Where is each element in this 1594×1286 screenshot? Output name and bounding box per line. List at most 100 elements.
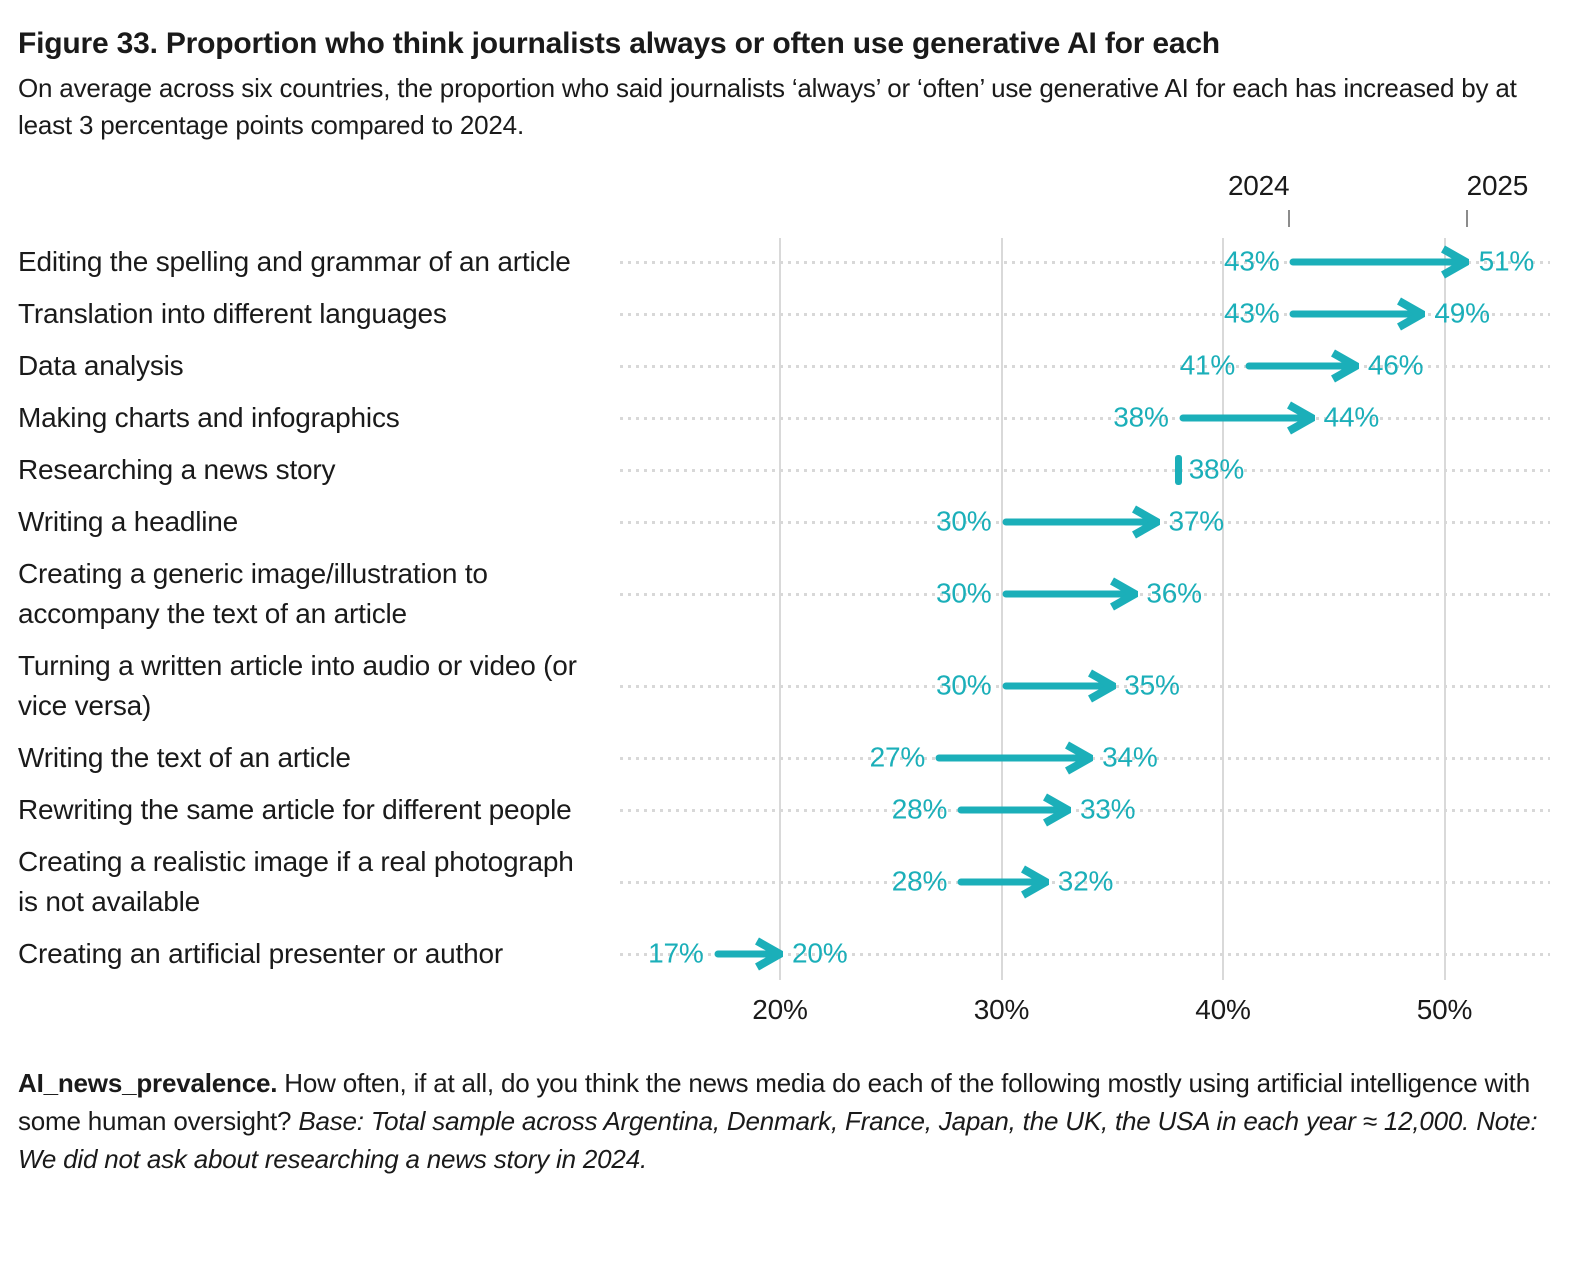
- bar-2025-marker: [1175, 455, 1183, 485]
- value-2025: 32%: [1057, 865, 1114, 897]
- value-2024: 43%: [1223, 245, 1280, 277]
- x-axis-label-40: 40%: [1195, 994, 1251, 1025]
- chart-row: Creating a generic image/illustration to…: [18, 548, 1576, 640]
- value-2024: 30%: [936, 505, 992, 537]
- value-2025: 38%: [1188, 453, 1245, 485]
- year-header-2024: 2024: [1227, 170, 1290, 201]
- value-2025: 20%: [792, 937, 848, 969]
- category-label: Translation into different languages: [18, 298, 447, 329]
- gridline-40: [1222, 238, 1224, 980]
- value-2025: 44%: [1323, 401, 1380, 433]
- figure-title: Figure 33. Proportion who think journali…: [18, 27, 1220, 60]
- increase-arrow: [1289, 245, 1470, 279]
- chart-row: Writing the text of an article 27% 34%: [18, 732, 1576, 784]
- figure-subtitle: On average across six countries, the pro…: [18, 73, 1517, 140]
- value-2025: 33%: [1079, 793, 1136, 825]
- value-2024: 30%: [936, 577, 992, 609]
- increase-arrow: [935, 741, 1094, 775]
- increase-arrow: [957, 865, 1050, 899]
- figure-33: Figure 33. Proportion who think journali…: [18, 27, 1576, 1178]
- category-label: Making charts and infographics: [18, 402, 400, 433]
- x-axis-label-20: 20%: [752, 994, 808, 1025]
- value-2025: 37%: [1168, 505, 1225, 537]
- value-2025: 36%: [1146, 577, 1202, 609]
- value-2024: 43%: [1223, 297, 1280, 329]
- category-label: Writing the text of an article: [18, 742, 351, 773]
- chart-area: 2024 2025 Editing the spelling and gramma…: [18, 170, 1576, 1036]
- value-2024: 28%: [891, 865, 948, 897]
- increase-arrow: [1245, 349, 1360, 383]
- gridline-20: [779, 238, 781, 980]
- gridlines: [620, 238, 1560, 980]
- increase-arrow: [1289, 297, 1426, 331]
- category-label: Creating an artificial presenter or auth…: [18, 938, 503, 969]
- category-label: Creating a realistic image if a real pho…: [18, 846, 574, 917]
- leader-dotted-line: [620, 469, 1550, 472]
- chart-row: Turning a written article into audio or …: [18, 640, 1576, 732]
- row-plot: 28% 33%: [620, 790, 1560, 830]
- leader-dotted-line: [620, 313, 1550, 316]
- leader-dotted-line: [620, 953, 1550, 956]
- value-2025: 49%: [1434, 297, 1490, 329]
- leader-dotted-line: [620, 261, 1550, 264]
- category-label: Turning a written article into audio or …: [18, 650, 577, 721]
- chart-row: Creating a realistic image if a real pho…: [18, 836, 1576, 928]
- chart-row: Researching a news story 38%: [18, 444, 1576, 496]
- year-header-2025: 2025: [1466, 170, 1529, 201]
- value-2024: 38%: [1113, 401, 1169, 433]
- value-2024: 30%: [936, 669, 992, 701]
- question-variable-name: AI_news_prevalence.: [18, 1068, 278, 1098]
- x-axis: 20% 30% 40% 50%: [620, 988, 1576, 1036]
- value-2024: 27%: [869, 741, 926, 773]
- row-plot: 43% 49%: [620, 294, 1560, 334]
- row-plot: 38%: [620, 450, 1560, 490]
- value-2025: 51%: [1478, 245, 1535, 277]
- chart-row: Making charts and infographics 38% 44%: [18, 392, 1576, 444]
- value-2025: 35%: [1124, 669, 1180, 701]
- gridline-50: [1443, 238, 1446, 980]
- row-plot: 30% 37%: [620, 502, 1560, 542]
- chart-row: Rewriting the same article for different…: [18, 784, 1576, 836]
- year-tick-2025: [1465, 210, 1468, 227]
- year-tick-2024: [1288, 210, 1291, 227]
- row-plot: 30% 35%: [620, 646, 1560, 726]
- leader-dotted-line: [620, 881, 1550, 884]
- x-axis-label-30: 30%: [973, 994, 1030, 1025]
- category-label: Creating a generic image/illustration to…: [18, 558, 488, 629]
- footnote: AI_news_prevalence. How often, if at all…: [18, 1064, 1576, 1178]
- x-axis-label-50: 50%: [1416, 994, 1473, 1025]
- chart-row: Creating an artificial presenter or auth…: [18, 928, 1576, 980]
- increase-arrow: [1179, 401, 1315, 435]
- row-plot: 41% 46%: [620, 346, 1560, 386]
- row-plot: 17% 20%: [620, 934, 1560, 974]
- row-plot: 27% 34%: [620, 738, 1560, 778]
- row-plot: 43% 51%: [620, 242, 1560, 282]
- value-2024: 17%: [648, 937, 704, 969]
- chart-body: Editing the spelling and grammar of an a…: [18, 236, 1576, 980]
- value-2024: 28%: [891, 793, 948, 825]
- increase-arrow: [1002, 505, 1160, 539]
- leader-dotted-line: [620, 365, 1550, 368]
- year-header-row: 2024 2025: [18, 170, 1576, 236]
- category-label: Writing a headline: [18, 506, 239, 537]
- gridline-30: [1000, 238, 1003, 980]
- chart-row: Translation into different languages 43% 4…: [18, 288, 1576, 340]
- chart-row: Editing the spelling and grammar of an a…: [18, 236, 1576, 288]
- increase-arrow: [1002, 577, 1138, 611]
- row-plot: 28% 32%: [620, 842, 1560, 922]
- chart-row: Writing a headline 30% 37%: [18, 496, 1576, 548]
- row-plot: 30% 36%: [620, 554, 1560, 634]
- value-2025: 46%: [1367, 349, 1424, 381]
- increase-arrow: [1002, 669, 1116, 703]
- category-label: Researching a news story: [18, 454, 336, 485]
- increase-arrow: [714, 937, 783, 971]
- increase-arrow: [957, 793, 1072, 827]
- category-label: Data analysis: [18, 350, 184, 381]
- category-label: Rewriting the same article for different…: [18, 794, 572, 825]
- row-plot: 38% 44%: [620, 398, 1560, 438]
- category-label: Editing the spelling and grammar of an a…: [18, 246, 571, 277]
- value-2025: 34%: [1102, 741, 1158, 773]
- leader-dotted-line: [620, 417, 1550, 420]
- leader-dotted-line: [620, 809, 1550, 812]
- question-text: How often, if at all, do you think the n…: [18, 1068, 1530, 1136]
